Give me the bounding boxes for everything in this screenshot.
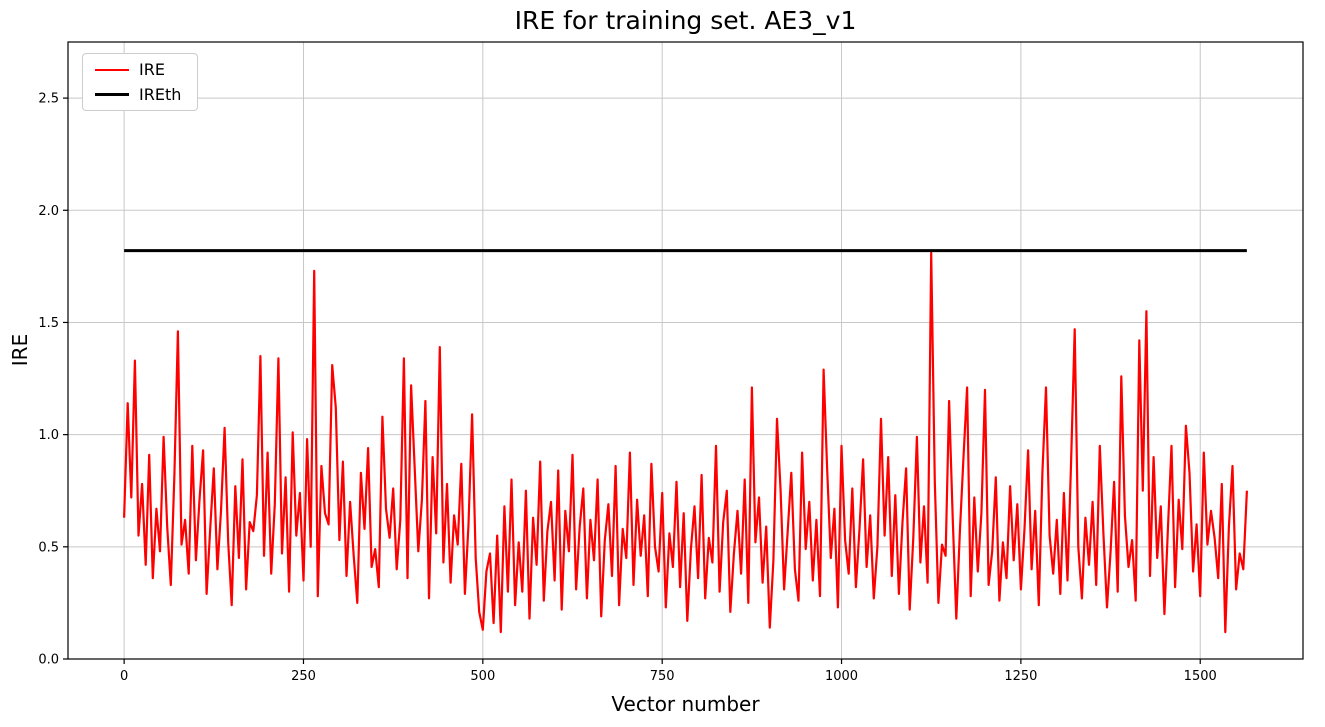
x-tick-label: 1500	[1184, 669, 1217, 684]
legend-label-ireth: IREth	[139, 84, 182, 104]
x-tick-label: 500	[470, 669, 495, 684]
legend: IRE IREth	[82, 53, 199, 112]
y-tick-label: 2.5	[38, 92, 59, 107]
y-tick-label: 0.5	[38, 540, 59, 555]
data-series	[123, 249, 1248, 634]
legend-item-ireth: IREth	[95, 84, 182, 104]
chart-title: IRE for training set. AE3_v1	[514, 6, 857, 35]
y-tick-label: 1.5	[38, 316, 59, 331]
y-tick-label: 0.0	[38, 653, 59, 668]
x-tick-label: 1250	[1004, 669, 1037, 684]
x-tick-label: 250	[291, 669, 316, 684]
tick-labels: 0 250 500 750 1000 1250 1500 0.0 0.5 1.0 1.5 2.0 2.5	[38, 92, 1216, 684]
axes-spines	[67, 41, 1304, 660]
legend-item-ire: IRE	[95, 61, 181, 79]
series-line-ire	[123, 251, 1248, 634]
x-tick-label: 0	[120, 669, 128, 684]
tick-marks	[63, 97, 1201, 664]
x-axis-label: Vector number	[611, 692, 760, 716]
legend-label-ire: IRE	[139, 60, 165, 79]
x-tick-label: 750	[650, 669, 675, 684]
y-tick-label: 1.0	[38, 428, 59, 443]
x-tick-label: 1000	[825, 669, 858, 684]
y-tick-label: 2.0	[38, 204, 59, 219]
legend-line-swatch-ireth	[95, 92, 129, 96]
legend-line-swatch-ire	[95, 68, 129, 71]
